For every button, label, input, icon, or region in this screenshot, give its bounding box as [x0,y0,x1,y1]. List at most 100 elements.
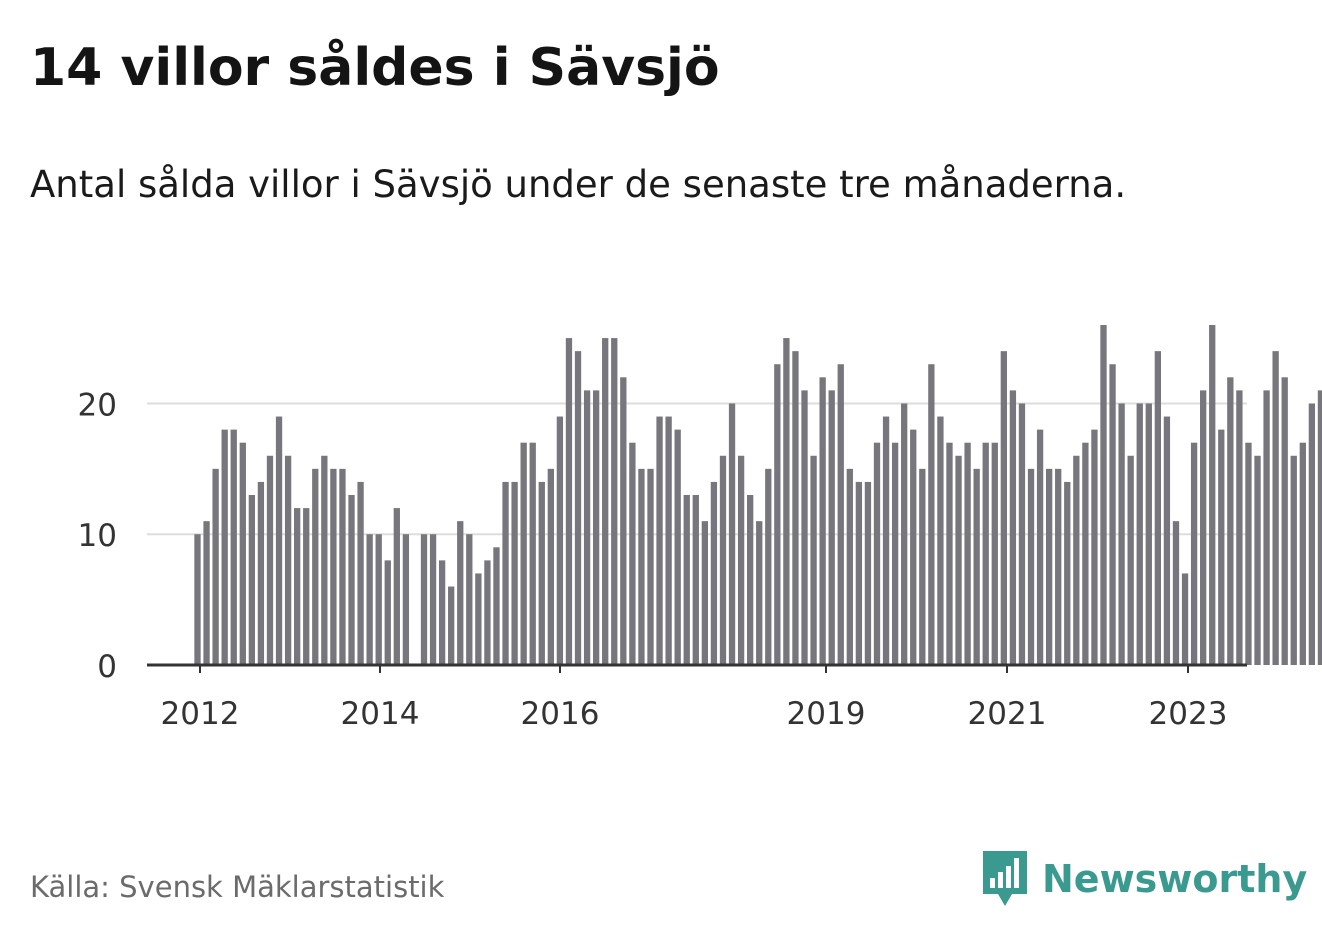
bar [674,429,681,665]
bar [194,534,201,665]
x-tick-label: 2023 [1149,696,1228,732]
bar [774,364,781,665]
bar [321,455,328,665]
bar [529,442,536,665]
bar [946,442,953,665]
bar [937,416,944,665]
bar [901,403,908,665]
bar [828,390,835,665]
bar [312,468,319,665]
bar [493,547,500,665]
bar [928,364,935,665]
bar [737,455,745,665]
bar [484,560,491,665]
x-tick-label: 2021 [968,696,1047,732]
bar [683,495,690,665]
bar [692,495,699,665]
bar [330,468,337,665]
bar [1091,429,1098,665]
bar [801,390,808,665]
bar [1109,364,1116,665]
bar [438,560,446,665]
bar [719,455,727,665]
bar [756,521,763,665]
bar [1064,481,1071,665]
bar [475,573,482,665]
bar [1272,351,1279,665]
bar [710,481,718,665]
bar [1181,573,1189,665]
bar [792,351,799,665]
bar [1118,403,1125,665]
bar [955,455,962,665]
bar [1236,390,1243,665]
bar [248,495,256,665]
bar [855,481,863,665]
bar [919,468,926,665]
x-tick-label: 2014 [341,696,420,732]
bar [973,468,980,665]
bar [810,455,817,665]
bar [1281,377,1288,665]
bar [1045,468,1053,665]
bar [565,338,573,665]
bar [1209,325,1216,665]
bar [375,534,382,665]
bar [1172,521,1180,665]
bar [891,442,899,665]
bar [1073,455,1080,665]
bar [230,429,237,665]
bar [547,468,554,665]
bar [420,534,428,665]
bar [647,468,654,665]
bar [303,508,310,665]
bar [448,586,455,665]
bar [701,521,709,665]
bar [873,442,881,665]
bar [275,416,283,665]
bar [366,534,373,665]
bar [864,481,872,665]
bar [765,468,772,665]
bar [819,377,826,665]
bar [511,481,518,665]
bar-chart: 0102014201220142016201920212023 [78,325,1322,732]
bar [1263,390,1270,665]
x-tick-label: 2016 [521,696,600,732]
bar [982,442,989,665]
bar [1190,442,1198,665]
bar [393,508,400,665]
bar [384,560,391,665]
bar [728,403,736,665]
bar [520,442,527,665]
y-tick-label: 0 [97,649,117,685]
bar [1163,416,1171,665]
bar [991,442,998,665]
bar [257,481,265,665]
bar [1308,403,1316,665]
x-tick-label: 2019 [787,696,866,732]
y-tick-label: 20 [78,387,117,423]
bar [212,468,219,665]
bar [1100,325,1107,665]
bar [239,442,246,665]
bar [1082,442,1089,665]
bar [1227,377,1234,665]
chart-subtitle: Antal sålda villor i Sävsjö under de sen… [30,163,1127,206]
bar [502,481,509,665]
source-note: Källa: Svensk Mäklarstatistik [30,870,445,904]
bar [574,351,582,665]
bar [1254,455,1261,665]
bar [846,468,853,665]
bar [339,468,346,665]
bar [1299,442,1306,665]
bar [837,364,844,665]
bar [656,416,663,665]
bar [1000,351,1007,665]
bar [592,390,600,665]
bar [1200,390,1207,665]
bar [620,377,627,665]
bar [964,442,971,665]
bar [1136,403,1143,665]
brand-logo: Newsworthy [980,848,1307,910]
